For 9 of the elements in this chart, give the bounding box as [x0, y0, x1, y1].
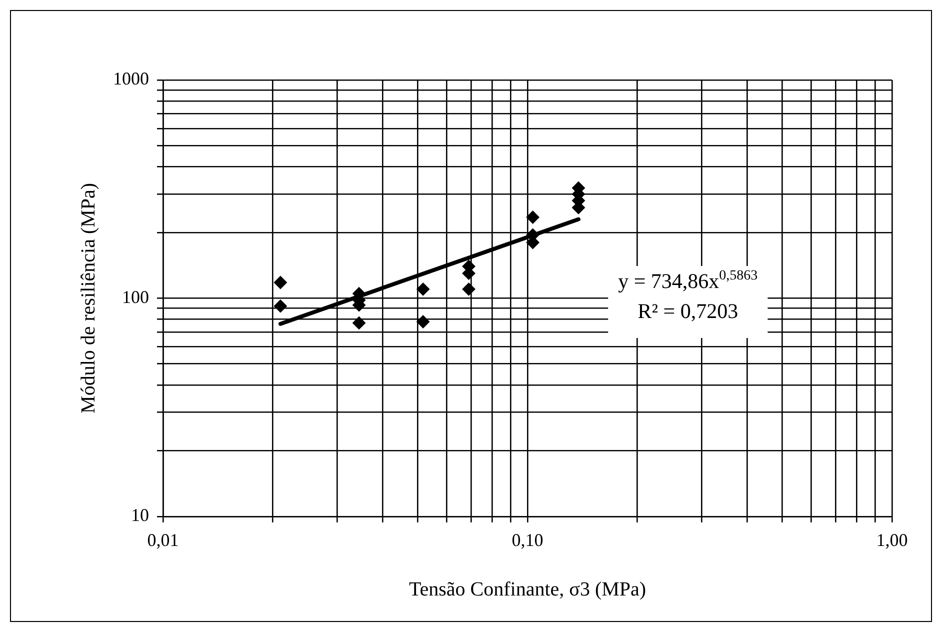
x-tick-label: 0,10: [512, 530, 544, 550]
x-axis-title: Tensão Confinante, σ3 (MPa): [408, 578, 646, 600]
y-tick-label: 1000: [113, 68, 149, 89]
annotation: R² = 0,7203: [638, 299, 738, 324]
x-tick-label: 0,01: [147, 530, 179, 550]
y-tick-label: 10: [131, 505, 149, 526]
y-axis-title: Módulo de resiliência (MPa): [77, 182, 100, 414]
x-tick-label: 1,00: [876, 530, 908, 550]
y-tick-label: 100: [122, 286, 149, 307]
